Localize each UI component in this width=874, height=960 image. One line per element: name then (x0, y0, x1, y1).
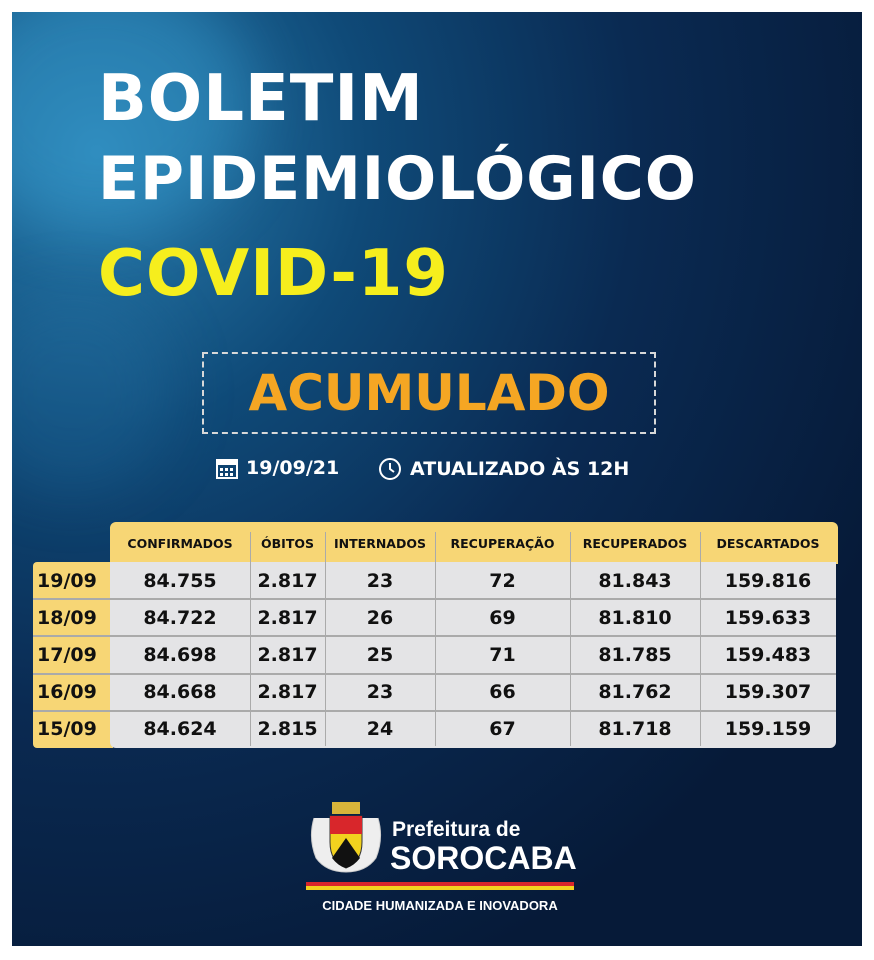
row-divider (33, 598, 836, 601)
row-divider (33, 635, 836, 638)
table-cell: 81.762 (598, 681, 672, 704)
table-cell: 24 (366, 718, 394, 741)
row-date: 16/09 (37, 681, 97, 704)
org-name-line-2: SOROCABA (390, 840, 577, 876)
table-cell: 23 (366, 569, 394, 592)
column-divider (435, 532, 436, 746)
table-cell: 84.755 (143, 569, 217, 592)
row-date: 18/09 (37, 606, 97, 629)
update-info: ATUALIZADO ÀS 12H (378, 457, 629, 481)
column-header: CONFIRMADOS (127, 535, 233, 551)
title-covid: COVID-19 (98, 237, 449, 311)
table-cell: 159.633 (724, 606, 812, 629)
title-line-2: EPIDEMIOLÓGICO (98, 144, 697, 214)
table-cell: 159.816 (724, 569, 812, 592)
table-cell: 81.718 (598, 718, 672, 741)
table-cell: 84.698 (143, 643, 217, 666)
poster: BOLETIM EPIDEMIOLÓGICO COVID-19 ACUMULAD… (12, 12, 862, 946)
column-header: ÓBITOS (261, 535, 314, 551)
bulletin-date: 19/09/21 (246, 457, 340, 479)
table-cell: 159.483 (724, 643, 812, 666)
column-header: INTERNADOS (334, 535, 426, 551)
title-line-1: BOLETIM (98, 62, 424, 136)
table-cell: 72 (489, 569, 516, 592)
column-divider (700, 532, 701, 746)
table-cell: 25 (366, 643, 394, 666)
table-cell: 2.817 (257, 569, 318, 592)
table-cell: 81.843 (598, 569, 672, 592)
table-cell: 26 (366, 606, 394, 629)
table-header-band (110, 522, 838, 564)
table-cell: 2.817 (257, 681, 318, 704)
table-cell: 66 (489, 681, 516, 704)
column-header: DESCARTADOS (716, 535, 820, 551)
table-body (110, 562, 836, 748)
sorocaba-coat-of-arms-logo (310, 802, 382, 873)
slogan: CIDADE HUMANIZADA E INOVADORA (322, 898, 558, 913)
table-cell: 81.810 (598, 606, 672, 629)
table-cell: 2.817 (257, 606, 318, 629)
row-date: 17/09 (37, 643, 97, 666)
row-date: 19/09 (37, 569, 97, 592)
date-info: 19/09/21 (216, 457, 339, 479)
table-cell: 84.624 (143, 718, 217, 741)
acumulado-badge: ACUMULADO (202, 352, 656, 434)
flag-stripe-yellow (306, 886, 574, 890)
column-divider (570, 532, 571, 746)
table-cell: 159.159 (724, 718, 812, 741)
org-name-line-1: Prefeitura de (392, 818, 521, 841)
table-cell: 84.668 (143, 681, 217, 704)
table-cell: 84.722 (143, 606, 217, 629)
column-divider (325, 532, 326, 746)
row-divider (33, 709, 836, 712)
table-cell: 2.817 (257, 643, 318, 666)
column-divider (250, 532, 251, 746)
clock-icon (379, 458, 401, 480)
row-date: 15/09 (37, 718, 97, 741)
column-header: RECUPERADOS (582, 535, 688, 551)
updated-time: ATUALIZADO ÀS 12H (410, 458, 630, 480)
table-cell: 81.785 (598, 643, 672, 666)
table-cell: 67 (489, 718, 516, 741)
background-glow (12, 292, 172, 492)
table-cell: 71 (489, 643, 516, 666)
table-cell: 2.815 (257, 718, 318, 741)
table-cell: 69 (489, 606, 516, 629)
row-divider (33, 672, 836, 675)
calendar-icon (216, 459, 238, 479)
column-header: RECUPERAÇÃO (450, 535, 555, 551)
date-column-band (33, 562, 113, 748)
flag-stripe-red (306, 882, 574, 886)
table-cell: 23 (366, 681, 394, 704)
table-cell: 159.307 (724, 681, 812, 704)
